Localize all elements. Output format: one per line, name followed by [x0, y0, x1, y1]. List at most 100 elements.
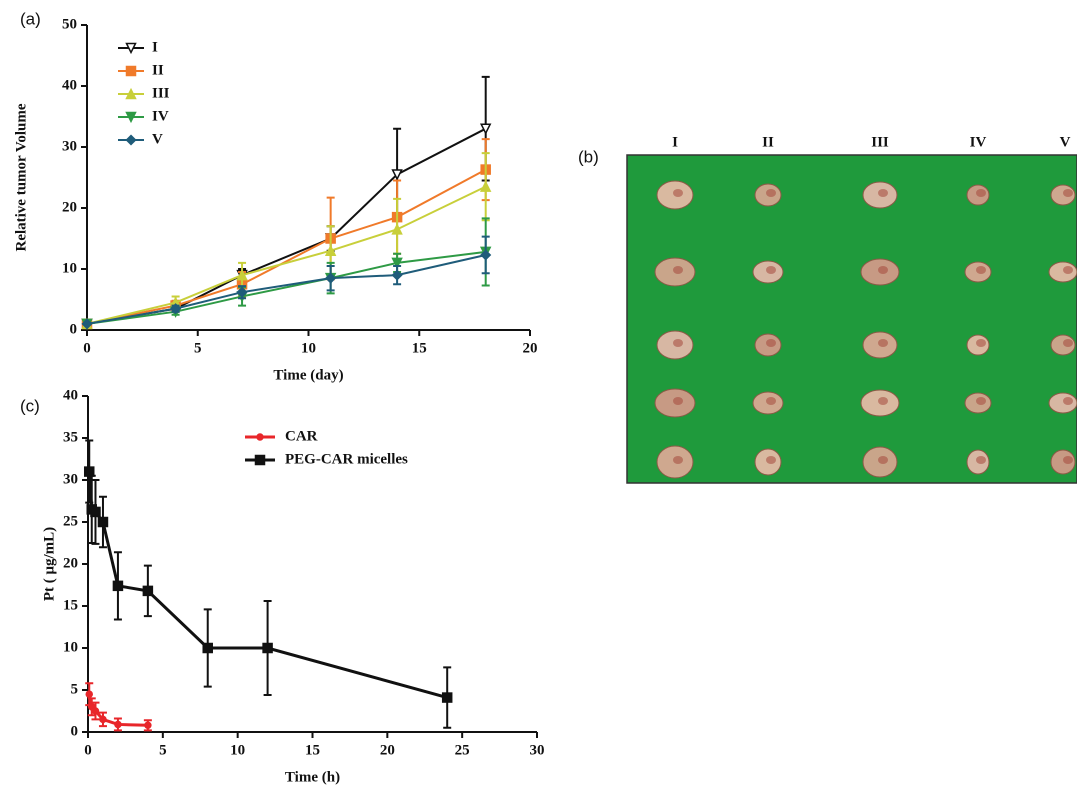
y-axis-label: Relative tumor Volume — [13, 103, 29, 251]
legend-label: III — [152, 85, 170, 101]
y-tick-label: 5 — [71, 681, 79, 697]
marker — [113, 581, 122, 590]
marker — [145, 722, 151, 728]
legend-label: II — [152, 62, 164, 78]
x-tick-label: 5 — [194, 340, 202, 356]
series — [85, 441, 452, 728]
x-axis-label: Time (day) — [273, 367, 343, 383]
y-tick-label: 0 — [71, 723, 79, 739]
y-tick-label: 20 — [63, 555, 78, 571]
marker — [127, 136, 136, 145]
marker — [127, 67, 136, 76]
y-tick-label: 30 — [62, 138, 77, 154]
tumor-spot — [1063, 189, 1073, 197]
marker — [203, 644, 212, 653]
marker — [98, 518, 107, 527]
marker — [91, 507, 100, 516]
tumor-spot — [976, 266, 986, 274]
tumor-spot — [766, 456, 776, 464]
tumor-spot — [878, 189, 888, 197]
tumor-spot — [976, 339, 986, 347]
y-tick-label: 40 — [63, 387, 78, 403]
y-tick-label: 50 — [62, 16, 77, 32]
tumor-spot — [1063, 339, 1073, 347]
y-tick-label: 10 — [63, 639, 78, 655]
series-line — [87, 187, 486, 324]
y-tick-label: 35 — [63, 429, 78, 445]
tumor-spot — [766, 189, 776, 197]
legend-label: IV — [152, 108, 169, 124]
marker — [85, 467, 94, 476]
tumor-spot — [878, 339, 888, 347]
y-tick-label: 20 — [62, 199, 77, 215]
x-tick-label: 20 — [380, 742, 395, 758]
tumor — [1049, 262, 1077, 282]
y-tick-label: 10 — [62, 260, 77, 276]
tumor-spot — [1063, 397, 1073, 405]
x-tick-label: 10 — [301, 340, 316, 356]
tumor-spot — [976, 397, 986, 405]
x-tick-label: 15 — [305, 742, 320, 758]
marker — [481, 124, 490, 133]
panel-label: (a) — [20, 9, 41, 28]
x-tick-label: 10 — [230, 742, 245, 758]
series-line — [87, 255, 486, 324]
tumor-spot — [766, 397, 776, 405]
series — [83, 153, 491, 328]
x-tick-label: 25 — [455, 742, 470, 758]
figure: (a) (c) (b) IIIIIIIVV0510152001020304050… — [0, 0, 1077, 797]
marker — [257, 434, 263, 440]
tumor-spot — [878, 266, 888, 274]
tumor-spot — [673, 339, 683, 347]
x-tick-label: 20 — [523, 340, 538, 356]
photo — [627, 155, 1077, 483]
tumor-spot — [766, 266, 776, 274]
legend-label: CAR — [285, 428, 318, 444]
x-tick-label: 0 — [83, 340, 91, 356]
marker — [115, 721, 121, 727]
column-label: III — [871, 134, 889, 150]
marker — [92, 708, 98, 714]
panel-label: (c) — [20, 396, 40, 415]
x-axis-label: Time (h) — [285, 769, 340, 785]
series — [83, 237, 491, 329]
column-label: IV — [970, 134, 987, 150]
tumor-spot — [673, 456, 683, 464]
y-axis-label: Pt ( μg/mL) — [41, 527, 57, 601]
tumor-spot — [1063, 456, 1073, 464]
column-label: II — [762, 134, 774, 150]
tumor — [1049, 393, 1077, 413]
y-tick-label: 40 — [62, 77, 77, 93]
y-tick-label: 25 — [63, 513, 78, 529]
marker — [481, 182, 490, 191]
x-tick-label: 5 — [159, 742, 167, 758]
tumor-spot — [976, 189, 986, 197]
x-tick-label: 15 — [412, 340, 427, 356]
legend-label: V — [152, 131, 163, 147]
series — [83, 139, 491, 328]
column-label: V — [1060, 134, 1071, 150]
column-label: I — [672, 134, 678, 150]
tumor-spot — [878, 456, 888, 464]
tumor-spot — [673, 266, 683, 274]
tumor-spot — [976, 456, 986, 464]
tumor-spot — [878, 397, 888, 405]
marker — [143, 586, 152, 595]
y-tick-label: 30 — [63, 471, 78, 487]
marker — [86, 691, 92, 697]
y-tick-label: 15 — [63, 597, 78, 613]
series — [83, 77, 491, 329]
y-tick-label: 0 — [70, 321, 78, 337]
page: (a) (c) (b) IIIIIIIVV0510152001020304050… — [0, 0, 1077, 797]
marker — [263, 644, 272, 653]
marker — [100, 716, 106, 722]
legend-label: I — [152, 39, 158, 55]
tumor-spot — [1063, 266, 1073, 274]
x-tick-label: 0 — [84, 742, 92, 758]
marker — [256, 456, 265, 465]
series — [85, 683, 152, 730]
x-tick-label: 30 — [530, 742, 545, 758]
series-line — [87, 170, 486, 324]
marker — [443, 693, 452, 702]
tumor-spot — [673, 397, 683, 405]
